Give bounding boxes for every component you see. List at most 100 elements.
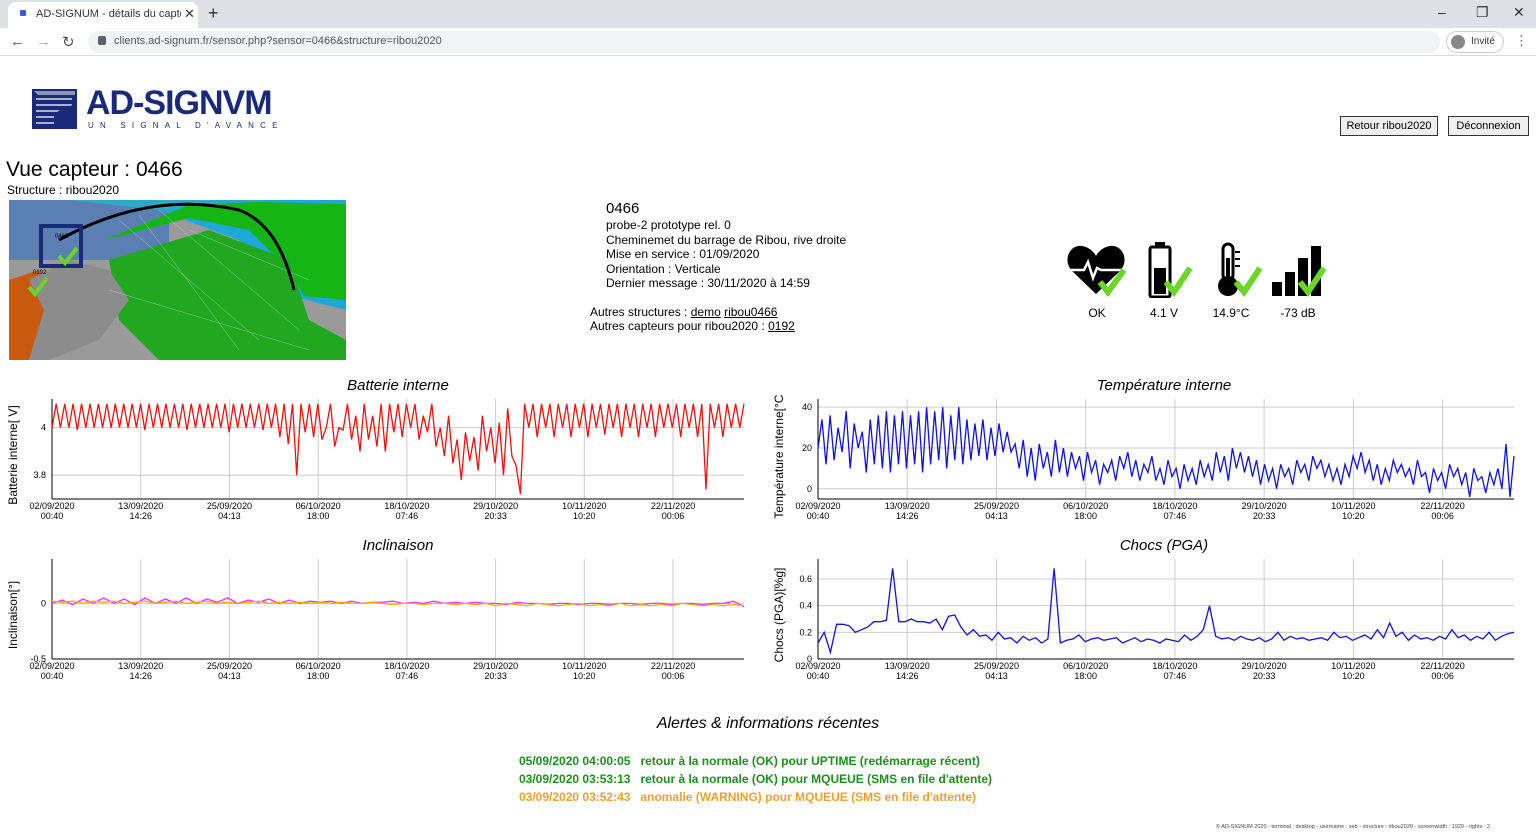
x-tick-label: 02/09/2020	[795, 661, 840, 671]
avatar-icon	[1451, 35, 1465, 49]
link-structure-demo[interactable]: demo	[690, 305, 721, 319]
x-tick-label: 18:00	[1074, 511, 1097, 521]
y-axis-label: Température interne[°C]	[772, 395, 786, 519]
x-tick-label: 25/09/2020	[974, 661, 1019, 671]
x-tick-label: 00:06	[1431, 511, 1454, 521]
alert-time: 03/09/2020 03:52:43	[519, 790, 631, 804]
x-tick-label: 10:20	[573, 671, 596, 681]
x-tick-label: 07:46	[396, 511, 419, 521]
y-tick-label: -0.5	[30, 654, 46, 664]
x-tick-label: 04:13	[218, 671, 241, 681]
y-tick-label: 0	[41, 598, 46, 608]
x-tick-label: 25/09/2020	[207, 501, 252, 511]
restore-icon[interactable]: ❐	[1476, 4, 1489, 20]
back-icon[interactable]: ←	[10, 33, 25, 50]
y-tick-label: 4	[41, 423, 46, 433]
x-tick-label: 14:26	[129, 511, 152, 521]
alert-time: 05/09/2020 04:00:05	[519, 754, 631, 768]
x-tick-label: 10/11/2020	[562, 661, 606, 671]
x-tick-label: 06/10/2020	[296, 501, 341, 511]
y-tick-label: 0	[807, 484, 812, 494]
browser-tab-bar: AD-SIGNUM - détails du capteur ✕ + – ❐ ✕	[0, 0, 1536, 28]
status-battery-label: 4.1 V	[1149, 306, 1179, 320]
x-tick-label: 18/10/2020	[1152, 501, 1197, 511]
y-axis-label: Inclinaison[°]	[6, 581, 20, 649]
x-tick-label: 22/11/2020	[651, 661, 695, 671]
series-line	[51, 403, 745, 495]
x-tick-label: 00:06	[1431, 671, 1454, 681]
chart-title-temperature: Température interne	[1096, 377, 1232, 394]
x-tick-label: 18/10/2020	[1152, 661, 1197, 671]
y-tick-label: 20	[802, 443, 812, 453]
y-axis-label: Chocs (PGA)[%g]	[772, 568, 786, 663]
x-tick-label: 10:20	[1342, 511, 1365, 521]
close-window-icon[interactable]: ✕	[1513, 4, 1525, 20]
site-map[interactable]: 0466 0192	[9, 200, 346, 360]
x-tick-label: 13/09/2020	[885, 501, 930, 511]
signal-bars-icon	[1272, 246, 1327, 298]
new-tab-icon[interactable]: +	[208, 3, 219, 23]
x-tick-label: 10/11/2020	[1331, 501, 1375, 511]
chart-title-battery: Batterie interne	[347, 377, 449, 394]
x-tick-label: 07:46	[1164, 511, 1187, 521]
other-structures-line: Autres structures : demo ribou0466	[590, 305, 777, 320]
link-sensor-0192[interactable]: 0192	[768, 319, 795, 333]
alert-item: 03/09/2020 03:52:43 anomalie (WARNING) p…	[519, 790, 976, 804]
x-tick-label: 07:46	[396, 671, 419, 681]
reload-icon[interactable]: ↻	[62, 34, 75, 51]
heart-pulse-icon	[1067, 245, 1127, 297]
url-text: clients.ad-signum.fr/sensor.php?sensor=0…	[114, 35, 442, 47]
x-tick-label: 13/09/2020	[118, 661, 163, 671]
address-bar: ← → ↻ clients.ad-signum.fr/sensor.php?se…	[0, 28, 1536, 56]
profile-button[interactable]: Invité	[1446, 31, 1504, 53]
x-tick-label: 18/10/2020	[384, 661, 429, 671]
other-structures-label: Autres structures :	[590, 305, 688, 319]
alert-text: anomalie (WARNING) pour MQUEUE (SMS en f…	[640, 790, 976, 804]
y-tick-label: 0	[807, 654, 812, 664]
x-tick-label: 04:13	[985, 671, 1008, 681]
x-tick-label: 04:13	[218, 511, 241, 521]
back-to-structure-button[interactable]: Retour ribou2020	[1340, 116, 1438, 136]
series-line	[817, 568, 1515, 655]
x-tick-label: 22/11/2020	[1420, 501, 1464, 511]
sensor-last-message: Dernier message : 30/11/2020 à 14:59	[606, 276, 810, 290]
y-tick-label: 0.2	[799, 627, 812, 637]
sensor-orientation: Orientation : Verticale	[606, 262, 721, 276]
series-line	[817, 407, 1515, 498]
sensor-model: probe-2 prototype rel. 0	[606, 218, 731, 232]
minimize-icon[interactable]: –	[1438, 4, 1446, 20]
x-tick-label: 00:06	[662, 511, 685, 521]
x-tick-label: 00:40	[41, 511, 64, 521]
browser-tab[interactable]: AD-SIGNUM - détails du capteur ✕	[8, 2, 198, 28]
y-tick-label: 0.6	[799, 574, 812, 584]
x-tick-label: 14:26	[129, 671, 152, 681]
x-tick-label: 29/10/2020	[473, 661, 518, 671]
series-line	[51, 600, 745, 607]
logout-button[interactable]: Déconnexion	[1448, 116, 1529, 136]
alert-text: retour à la normale (OK) pour MQUEUE (SM…	[640, 772, 993, 786]
close-tab-icon[interactable]: ✕	[184, 6, 195, 21]
status-health-label: OK	[1088, 306, 1106, 320]
x-tick-label: 06/10/2020	[1063, 501, 1108, 511]
other-sensors-label: Autres capteurs pour ribou2020 :	[590, 319, 765, 333]
menu-kebab-icon[interactable]: ⋮	[1515, 33, 1528, 48]
x-tick-label: 18:00	[307, 671, 330, 681]
alert-text: retour à la normale (OK) pour UPTIME (re…	[640, 754, 980, 768]
x-tick-label: 07:46	[1164, 671, 1187, 681]
logo-icon	[32, 89, 77, 129]
x-tick-label: 10/11/2020	[562, 501, 606, 511]
inclination-chart: Inclinaison[°]02/09/202000:4013/09/20201…	[6, 559, 745, 681]
x-tick-label: 06/10/2020	[296, 661, 341, 671]
url-input[interactable]: clients.ad-signum.fr/sensor.php?sensor=0…	[88, 31, 1440, 53]
link-structure-ribou0466[interactable]: ribou0466	[724, 305, 778, 319]
forward-icon[interactable]: →	[36, 33, 51, 50]
alert-time: 03/09/2020 03:53:13	[519, 772, 631, 786]
x-tick-label: 04:13	[985, 511, 1008, 521]
x-tick-label: 29/10/2020	[1242, 501, 1287, 511]
status-signal-label: -73 dB	[1280, 306, 1316, 320]
x-tick-label: 22/11/2020	[1420, 661, 1464, 671]
favicon-icon	[20, 10, 26, 16]
x-tick-label: 02/09/2020	[29, 661, 74, 671]
